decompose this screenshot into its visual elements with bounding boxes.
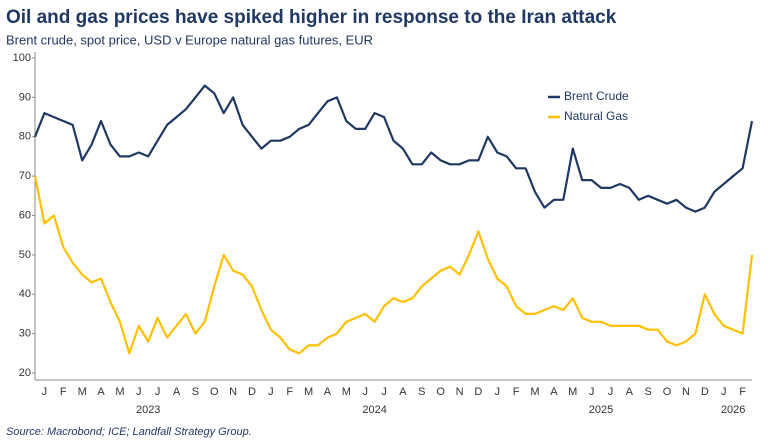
x-tick-label: N: [682, 386, 690, 398]
x-tick-label: A: [97, 386, 105, 398]
x-tick-label: A: [399, 386, 407, 398]
x-tick-label: A: [550, 386, 558, 398]
x-tick-label: J: [362, 386, 368, 398]
x-tick-label: J: [589, 386, 595, 398]
series-line: [33, 175, 754, 355]
y-tick-label: 70: [19, 170, 31, 182]
x-tick-label: M: [78, 386, 87, 398]
x-tick-label: M: [115, 386, 124, 398]
x-group-label: 2025: [589, 404, 613, 416]
x-tick-label: F: [286, 386, 293, 398]
x-tick-label: D: [474, 386, 482, 398]
chart-subtitle: Brent crude, spot price, USD v Europe na…: [6, 32, 373, 47]
x-tick-label: O: [210, 386, 219, 398]
x-tick-label: N: [229, 386, 237, 398]
y-tick-label: 90: [19, 91, 31, 103]
x-tick-label: O: [436, 386, 445, 398]
y-tick-label: 80: [19, 131, 31, 143]
y-tick-label: 40: [19, 288, 31, 300]
y-tick-label: 30: [19, 328, 31, 340]
y-tick-label: 50: [19, 249, 31, 261]
x-tick-label: M: [568, 386, 577, 398]
x-tick-label: J: [268, 386, 274, 398]
x-tick-label: J: [495, 386, 501, 398]
x-tick-label: F: [60, 386, 67, 398]
x-tick-label: J: [155, 386, 161, 398]
x-group-label: 2026: [721, 404, 745, 416]
source-note: Source: Macrobond; ICE; Landfall Strateg…: [6, 426, 252, 438]
x-tick-label: F: [513, 386, 520, 398]
x-tick-label: D: [701, 386, 709, 398]
x-tick-label: A: [173, 386, 181, 398]
chart-title: Oil and gas prices have spiked higher in…: [6, 7, 617, 28]
legend-label: Natural Gas: [564, 109, 628, 123]
x-tick-label: J: [381, 386, 387, 398]
x-tick-label: S: [418, 386, 425, 398]
x-tick-label: S: [645, 386, 652, 398]
x-tick-label: A: [626, 386, 634, 398]
x-tick-label: J: [42, 386, 48, 398]
x-tick-label: M: [342, 386, 351, 398]
x-tick-label: J: [136, 386, 142, 398]
series-line: [33, 84, 754, 213]
x-tick-label: S: [192, 386, 199, 398]
x-tick-label: N: [456, 386, 464, 398]
x-tick-label: J: [721, 386, 727, 398]
x-tick-label: M: [530, 386, 539, 398]
x-tick-label: A: [324, 386, 332, 398]
legend-label: Brent Crude: [564, 89, 629, 103]
y-tick-label: 20: [19, 367, 31, 379]
x-tick-label: O: [663, 386, 672, 398]
y-tick-label: 100: [13, 52, 31, 64]
x-tick-label: D: [248, 386, 256, 398]
x-tick-label: F: [739, 386, 746, 398]
y-tick-label: 60: [19, 209, 31, 221]
x-group-label: 2024: [362, 404, 386, 416]
x-group-label: 2023: [136, 404, 160, 416]
x-tick-label: M: [304, 386, 313, 398]
x-tick-label: J: [608, 386, 614, 398]
